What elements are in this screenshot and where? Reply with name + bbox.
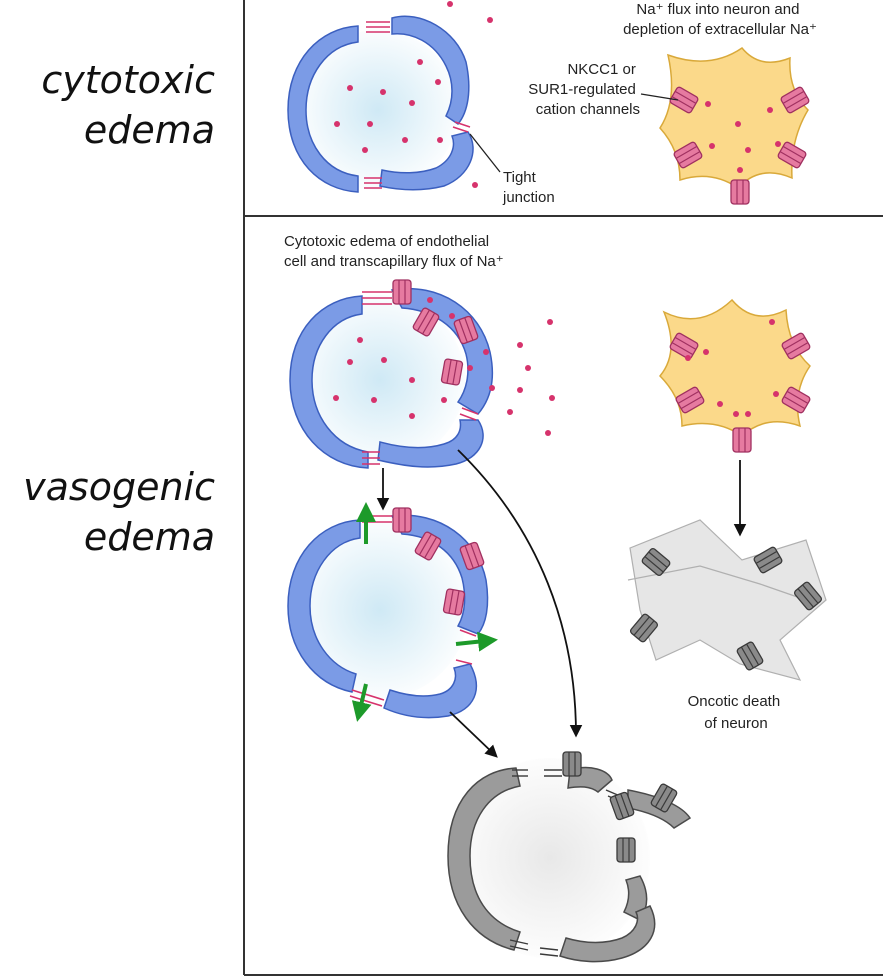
cytotoxic-word: cytotoxic	[41, 58, 215, 102]
edema-word-2: edema	[83, 515, 215, 559]
dead-capillary	[447, 751, 692, 963]
flow-arrows	[376, 449, 747, 758]
vasogenic-word: vasogenic	[23, 465, 215, 509]
oncotic-death-label: Oncotic death of neuron	[688, 693, 785, 732]
dead-neuron	[627, 519, 827, 681]
channels-label: NKCC1 or SUR1-regulated cation channels	[528, 61, 640, 118]
endothelial-edema-label: Cytotoxic edema of endothelial cell and …	[284, 233, 504, 270]
leak-arrows	[351, 502, 498, 722]
neuron-cytotoxic	[640, 46, 811, 205]
cytotoxic-edema-label: cytotoxic edema	[20, 55, 215, 155]
tight-junction-label: Tight junction	[502, 169, 555, 206]
annotations: Na⁺ flux into neuron and depletion of ex…	[284, 1, 817, 732]
capillary-leaky	[287, 507, 489, 719]
na-flux-label: Na⁺ flux into neuron and depletion of ex…	[623, 1, 817, 38]
edema-word-1: edema	[83, 108, 215, 152]
vasogenic-edema-label: vasogenic edema	[0, 462, 215, 562]
neuron-vasogenic	[658, 298, 812, 453]
capillary-cytotoxic	[287, 1, 501, 193]
capillary-endothelial-edema	[289, 279, 555, 469]
panel-frame	[243, 0, 883, 976]
